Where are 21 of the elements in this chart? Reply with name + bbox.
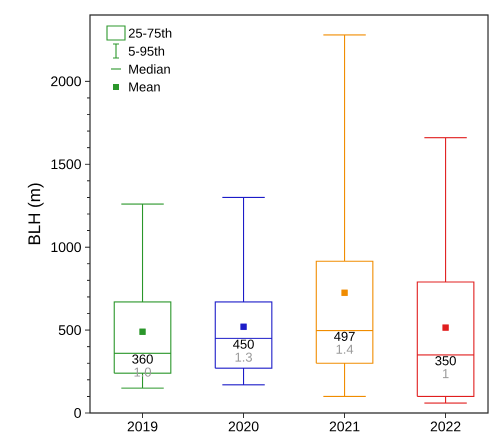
x-tick-label: 2020 — [228, 422, 259, 432]
annotation: Median — [129, 64, 170, 74]
annotation: 497 — [334, 332, 355, 341]
y-tick-label: 0 — [74, 408, 81, 418]
annotation: 5-95th — [128, 46, 164, 56]
x-tick-label: 2019 — [128, 422, 158, 432]
annotation: 1.4 — [336, 344, 354, 354]
y-tick-label: 2000 — [51, 76, 81, 86]
annotation: 360 — [132, 354, 153, 364]
annotation: Mean — [129, 82, 160, 92]
annotation: 350 — [435, 356, 456, 366]
y-tick-label: 1500 — [52, 159, 81, 170]
y-axis-title: BLH (m) — [28, 184, 44, 244]
x-tick-label: 2022 — [430, 422, 460, 432]
annotation: 1.3 — [236, 352, 252, 362]
x-tick-label: 2021 — [330, 422, 360, 432]
annotation: 1 — [442, 369, 449, 378]
annotation: 25-75th — [128, 28, 172, 38]
y-tick-label: 1000 — [52, 242, 81, 252]
y-tick-label: 500 — [58, 325, 81, 336]
annotation: 450 — [233, 340, 254, 349]
